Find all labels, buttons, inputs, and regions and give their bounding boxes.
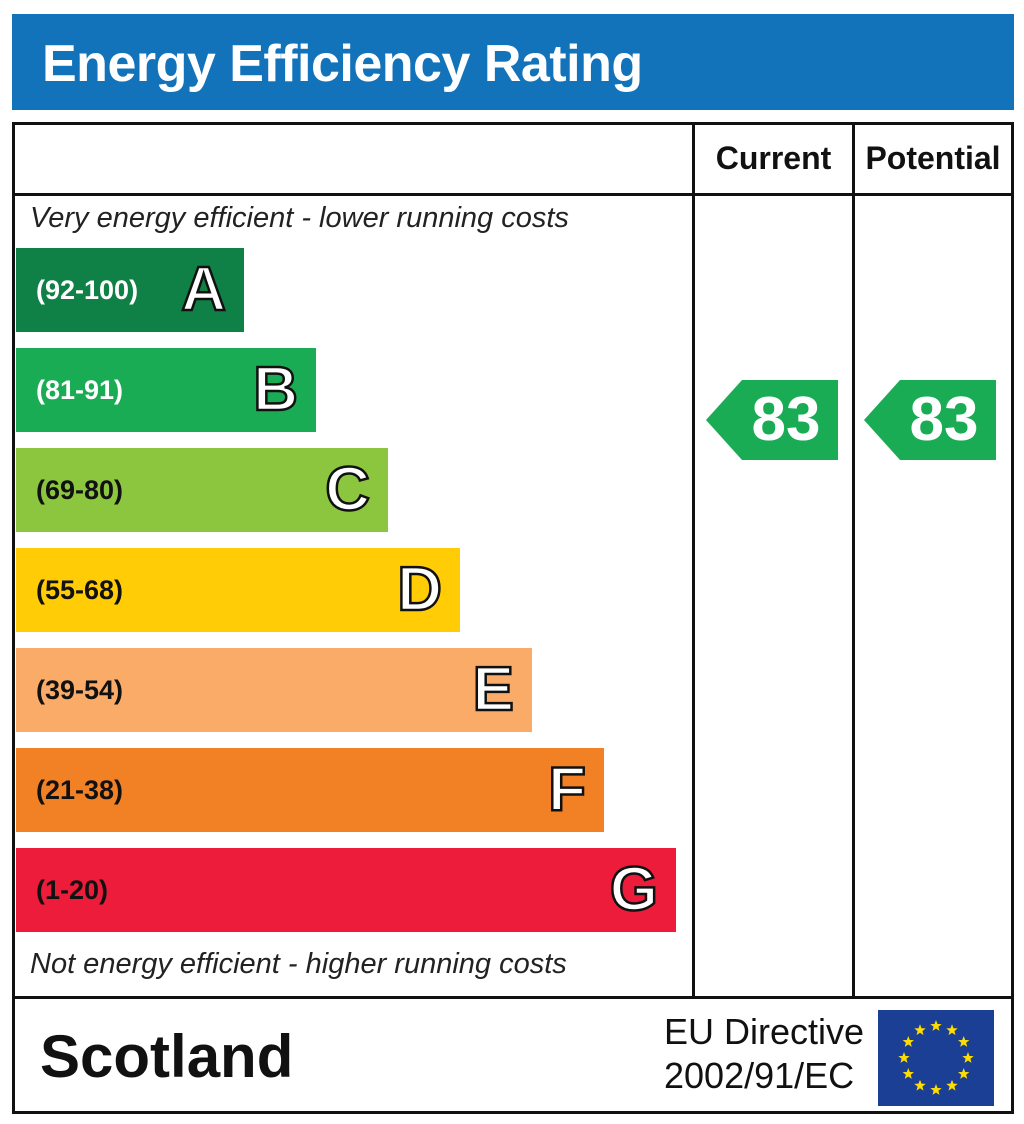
current-rating-arrow: 83	[706, 380, 838, 460]
band-letter-label: B	[252, 354, 299, 426]
page-title: Energy Efficiency Rating	[42, 35, 643, 93]
bottom-note: Not energy efficient - higher running co…	[30, 948, 567, 980]
potential-rating-value: 83	[909, 385, 979, 454]
eu-star-icon	[902, 1036, 914, 1047]
eu-star-icon	[962, 1052, 974, 1063]
region-label: Scotland	[40, 1023, 294, 1090]
directive-line-2: 2002/91/EC	[664, 1055, 855, 1096]
potential-column-divider	[852, 122, 855, 999]
current-arrow-polygon	[706, 380, 838, 460]
band-letter-label: F	[547, 754, 587, 826]
potential-arrow-polygon	[864, 380, 996, 460]
top-note: Very energy efficient - lower running co…	[30, 202, 569, 234]
band-e: (39-54) E	[16, 648, 532, 732]
eu-star-icon	[946, 1079, 958, 1091]
band-c: (69-80) C	[16, 448, 388, 532]
band-f: (21-38) F	[16, 748, 604, 832]
band-b: (81-91) B	[16, 348, 316, 432]
band-range-label: (39-54)	[36, 675, 124, 705]
band-letter-label: G	[609, 854, 660, 926]
eu-star-icon	[898, 1052, 910, 1063]
band-range-label: (1-20)	[36, 875, 109, 905]
eu-star-icon	[914, 1079, 926, 1091]
eu-directive: EU Directive 2002/91/EC	[664, 1010, 864, 1098]
band-letter-label: D	[396, 554, 443, 626]
band-range-label: (92-100)	[36, 275, 139, 305]
current-rating-value: 83	[751, 385, 821, 454]
eu-star-icon	[902, 1068, 914, 1079]
eu-star-icon	[946, 1024, 958, 1036]
eu-star-icon	[958, 1036, 970, 1047]
band-range-label: (81-91)	[36, 375, 124, 405]
potential-rating-arrow: 83	[864, 380, 996, 460]
band-range-label: (21-38)	[36, 775, 124, 805]
title-bar: Energy Efficiency Rating	[12, 14, 1014, 110]
band-range-label: (69-80)	[36, 475, 124, 505]
potential-column-header: Potential	[865, 140, 1001, 176]
eu-star-icon	[914, 1024, 926, 1036]
band-letter-label: C	[324, 454, 371, 526]
band-letter-label: E	[471, 654, 515, 726]
band-letter-label: A	[180, 254, 227, 326]
eu-star-icon	[930, 1020, 942, 1031]
current-column-divider	[692, 122, 695, 999]
potential-arrow-shape	[864, 380, 996, 460]
band-range-label: (55-68)	[36, 575, 124, 605]
footer-divider	[12, 996, 1014, 999]
current-arrow-shape	[706, 380, 838, 460]
band-g: (1-20) G	[16, 848, 676, 932]
rating-table	[12, 122, 1014, 1114]
header-divider	[12, 193, 1014, 196]
eu-flag-icon	[878, 1010, 994, 1106]
band-a: (92-100) A	[16, 248, 244, 332]
eu-star-icon	[930, 1084, 942, 1095]
band-d: (55-68) D	[16, 548, 460, 632]
eu-star-icon	[958, 1068, 970, 1079]
directive-line-1: EU Directive	[664, 1011, 865, 1052]
current-column-header: Current	[715, 140, 832, 176]
